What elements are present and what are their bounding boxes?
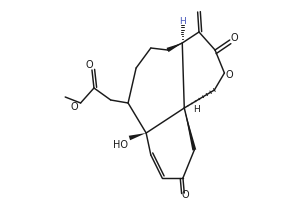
Polygon shape <box>129 133 146 140</box>
Polygon shape <box>184 108 196 151</box>
Text: HO: HO <box>113 140 128 150</box>
Text: H: H <box>193 105 200 114</box>
Text: O: O <box>70 102 78 112</box>
Text: O: O <box>231 33 238 43</box>
Text: O: O <box>85 60 93 70</box>
Polygon shape <box>167 43 182 52</box>
Text: H: H <box>179 18 186 27</box>
Text: O: O <box>182 190 189 200</box>
Text: O: O <box>226 70 234 80</box>
